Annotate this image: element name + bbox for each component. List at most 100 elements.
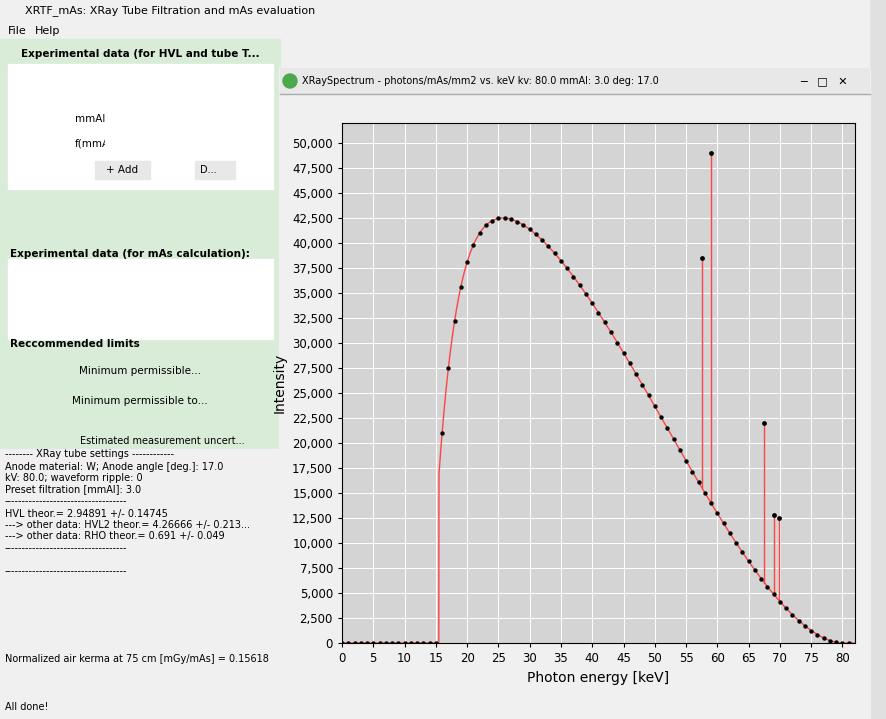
Point: [391, 637, 405, 649]
Point: [440, 362, 455, 374]
Point: [559, 262, 573, 274]
Point: [478, 219, 493, 231]
Text: All done!: All done!: [5, 702, 49, 712]
Point: [540, 241, 555, 252]
Text: -----------------------------------: -----------------------------------: [5, 496, 128, 506]
Point: [634, 379, 649, 390]
Bar: [8, 349, 273, 429]
Bar: [280, 68, 869, 94]
Text: Minimum permissible...: Minimum permissible...: [79, 366, 201, 376]
Text: Reccommended limits: Reccommended limits: [10, 339, 140, 349]
Text: ---> other data: RHO theor.= 0.691 +/- 0.049: ---> other data: RHO theor.= 0.691 +/- 0…: [5, 531, 224, 541]
Y-axis label: Intensity: Intensity: [272, 353, 286, 413]
Point: [828, 636, 843, 648]
Point: [766, 509, 780, 521]
Text: Normalized air kerma at 75 cm [mGy/mAs] = 0.15618: Normalized air kerma at 75 cm [mGy/mAs] …: [5, 654, 268, 664]
Text: XRaySpectrum - photons/mAs/mm2 vs. keV kv: 80.0 mmAl: 3.0 deg: 17.0: XRaySpectrum - photons/mAs/mm2 vs. keV k…: [301, 76, 658, 86]
Point: [691, 477, 705, 488]
Point: [385, 637, 399, 649]
Text: File: File: [8, 26, 27, 36]
Point: [341, 637, 355, 649]
Point: [403, 637, 417, 649]
Point: [665, 434, 680, 445]
Point: [534, 234, 548, 246]
Point: [757, 417, 771, 429]
Bar: [105, 135, 180, 151]
Text: XRTF_mAs: XRay Tube Filtration and mAs evaluation: XRTF_mAs: XRay Tube Filtration and mAs e…: [25, 6, 315, 17]
Point: [360, 637, 374, 649]
Point: [472, 227, 486, 239]
Point: [434, 427, 448, 439]
Point: [759, 581, 773, 592]
Bar: [869, 0, 886, 719]
Point: [466, 239, 480, 251]
Text: Anode material: W; Anode angle [deg.]: 17.0: Anode material: W; Anode angle [deg.]: 1…: [5, 462, 223, 472]
Point: [497, 212, 511, 224]
Point: [653, 411, 667, 423]
Point: [372, 637, 386, 649]
Point: [416, 637, 430, 649]
Text: Estimated measurement uncert...: Estimated measurement uncert...: [80, 436, 245, 446]
Point: [810, 629, 824, 641]
Point: [347, 637, 361, 649]
Point: [728, 537, 742, 549]
Point: [522, 224, 536, 235]
Point: [703, 498, 718, 509]
Point: [553, 255, 567, 267]
Point: [835, 637, 849, 649]
Text: f(mmAl):: f(mmAl):: [75, 139, 120, 149]
Point: [566, 271, 580, 283]
Bar: [0, 22, 886, 39]
Point: [672, 444, 686, 456]
Point: [579, 288, 593, 300]
Text: -------- XRay tube settings ------------: -------- XRay tube settings ------------: [5, 449, 174, 459]
Point: [485, 215, 499, 226]
Point: [766, 589, 780, 600]
Text: -----------------------------------: -----------------------------------: [5, 543, 128, 553]
Text: mmAl:: mmAl:: [75, 114, 109, 124]
Point: [366, 637, 380, 649]
Point: [585, 298, 599, 309]
Point: [816, 632, 830, 644]
Bar: [105, 110, 180, 126]
Point: [335, 637, 349, 649]
Text: Help: Help: [35, 26, 60, 36]
Point: [710, 508, 724, 519]
Point: [804, 625, 818, 636]
Point: [378, 637, 392, 649]
Point: [516, 219, 530, 231]
Text: kV: 80.0; waveform ripple: 0: kV: 80.0; waveform ripple: 0: [5, 473, 143, 483]
Point: [753, 573, 767, 585]
Point: [685, 466, 699, 477]
Text: + Add: + Add: [105, 165, 138, 175]
Point: [822, 635, 836, 646]
Point: [460, 257, 474, 268]
Text: Spectru X photons/mas/mm2 =f(kev): Spectru X photons/mas/mm2 =f(kev): [357, 162, 791, 183]
Point: [722, 528, 736, 539]
Point: [397, 637, 411, 649]
Text: ---> other data: HVL2 theor.= 4.26666 +/- 0.213...: ---> other data: HVL2 theor.= 4.26666 +/…: [5, 520, 250, 530]
Point: [797, 620, 811, 631]
Bar: [8, 259, 273, 339]
Bar: [0, 0, 886, 22]
Point: [428, 637, 442, 649]
Point: [747, 564, 761, 576]
Point: [647, 400, 661, 412]
Point: [716, 518, 730, 529]
Point: [528, 229, 542, 240]
Point: [697, 487, 711, 498]
Point: [694, 252, 708, 264]
Point: [734, 546, 749, 558]
Text: Experimental data (for HVL and tube T...: Experimental data (for HVL and tube T...: [20, 49, 259, 59]
Point: [447, 315, 462, 326]
Text: Minimum permissible to...: Minimum permissible to...: [72, 396, 207, 406]
Point: [772, 596, 786, 608]
Point: [547, 247, 561, 259]
Text: Preset filtration [mmAl]: 3.0: Preset filtration [mmAl]: 3.0: [5, 484, 141, 494]
Point: [572, 280, 587, 291]
Point: [491, 213, 505, 224]
Point: [741, 556, 755, 567]
Bar: [195, 161, 235, 179]
Bar: [5, 49, 275, 249]
Text: ─   □   ✕: ─ □ ✕: [799, 76, 847, 86]
